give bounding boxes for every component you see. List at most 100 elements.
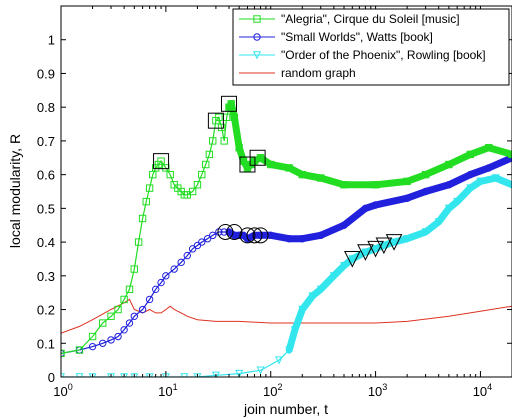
data-point-2-15	[290, 326, 299, 335]
legend-marker-2	[252, 51, 262, 60]
data-point-0-48	[340, 181, 348, 189]
highlight-marker-1-0	[217, 223, 234, 240]
data-point-0-52	[445, 160, 453, 169]
highlight-marker-2-4	[385, 234, 403, 251]
highlight-marker-1-4	[252, 227, 269, 244]
data-point-0-1	[75, 346, 84, 354]
highlight-marker-2-0	[344, 250, 361, 268]
data-point-1-7	[125, 319, 134, 327]
data-point-0-0	[61, 349, 65, 358]
data-point-0-25	[193, 181, 202, 189]
y-tick-label-9: 0.9	[37, 66, 55, 81]
series-0	[61, 95, 512, 358]
data-point-0-38	[235, 143, 243, 152]
data-point-1-25	[230, 231, 239, 240]
data-point-1-30	[256, 231, 265, 240]
data-point-2-25	[390, 238, 399, 247]
data-point-2-10	[211, 371, 220, 377]
data-point-2-21	[348, 255, 357, 264]
data-point-1-24	[225, 228, 233, 236]
data-point-0-43	[256, 154, 265, 162]
y-tick-label-6: 0.6	[37, 168, 55, 183]
x-tick-label-4: 104	[473, 382, 492, 399]
y-tick-label-1: 0.1	[37, 336, 55, 351]
y-tick-label-0: 0	[48, 370, 55, 385]
data-point-2-19	[329, 272, 338, 281]
legend-marker-0	[253, 15, 261, 23]
data-point-2-3	[107, 373, 116, 377]
data-point-1-15	[177, 258, 185, 267]
data-point-2-24	[379, 241, 388, 250]
data-point-1-34	[317, 231, 325, 240]
data-point-1-35	[340, 221, 348, 229]
data-point-0-36	[227, 100, 235, 108]
series-2	[61, 174, 512, 377]
data-point-2-26	[403, 235, 412, 244]
highlight-marker-2-2	[367, 240, 384, 258]
data-point-0-47	[317, 174, 325, 182]
data-point-1-20	[203, 235, 212, 243]
data-point-1-19	[198, 238, 206, 246]
data-point-2-29	[444, 204, 453, 213]
data-point-2-14	[285, 346, 294, 355]
data-point-1-8	[130, 312, 138, 320]
highlight-marker-0-0	[153, 153, 170, 170]
data-point-0-7	[125, 285, 134, 294]
data-point-1-36	[361, 204, 370, 213]
data-point-2-34	[507, 181, 512, 190]
data-point-0-8	[130, 265, 138, 273]
data-point-1-6	[120, 326, 128, 334]
data-point-0-53	[466, 150, 474, 159]
data-point-1-10	[145, 295, 154, 304]
data-point-1-33	[298, 235, 306, 243]
data-point-1-26	[235, 231, 243, 240]
data-point-1-12	[157, 278, 165, 287]
data-point-1-37	[371, 201, 380, 209]
data-point-0-18	[166, 170, 174, 179]
data-point-0-28	[205, 150, 214, 159]
data-point-0-37	[230, 113, 239, 121]
x-axis-label: join number, t	[243, 401, 328, 417]
data-point-2-4	[120, 373, 129, 377]
y-tick-label-7: 0.7	[37, 134, 55, 149]
data-point-0-27	[202, 160, 210, 169]
series-3	[61, 298, 512, 334]
legend-label-3: random graph	[281, 66, 356, 80]
highlight-marker-1-2	[239, 227, 256, 244]
data-point-2-27	[421, 228, 430, 237]
data-point-1-11	[151, 285, 160, 294]
data-point-2-22	[361, 248, 370, 257]
data-point-1-32	[285, 235, 293, 243]
data-point-0-44	[267, 160, 275, 169]
data-point-0-10	[138, 214, 147, 223]
y-tick-label-3: 0.3	[37, 269, 55, 284]
data-point-2-16	[298, 305, 307, 314]
data-point-2-18	[316, 285, 325, 294]
data-point-2-33	[491, 174, 500, 183]
data-point-0-5	[114, 305, 122, 314]
data-point-0-26	[198, 170, 206, 179]
x-tick-label-0: 100	[53, 382, 72, 399]
data-point-2-9	[193, 373, 202, 377]
data-point-1-2	[88, 342, 97, 351]
y-tick-label-4: 0.4	[37, 235, 55, 250]
y-tick-label-8: 0.8	[37, 100, 55, 115]
series-band-2	[285, 174, 512, 354]
data-point-2-23	[371, 245, 380, 254]
data-point-2-28	[434, 218, 443, 227]
legend-label-2: "Order of the Phoenix", Rowling [book]	[281, 48, 486, 62]
data-point-2-13	[275, 356, 284, 365]
legend-label-1: "Small Worlds", Watts [book]	[281, 30, 433, 44]
highlight-marker-0-1	[207, 112, 224, 129]
highlight-marker-1-3	[246, 227, 263, 244]
y-tick-label-10: 1	[48, 33, 55, 48]
x-tick-label-3: 103	[368, 382, 387, 399]
data-point-0-4	[107, 312, 115, 320]
data-point-0-2	[88, 332, 97, 341]
series-band-0	[225, 100, 512, 189]
data-point-0-51	[421, 170, 430, 179]
highlight-marker-0-4	[249, 149, 266, 166]
data-point-2-17	[308, 292, 317, 301]
data-point-1-21	[209, 231, 217, 240]
data-point-2-12	[256, 366, 265, 375]
